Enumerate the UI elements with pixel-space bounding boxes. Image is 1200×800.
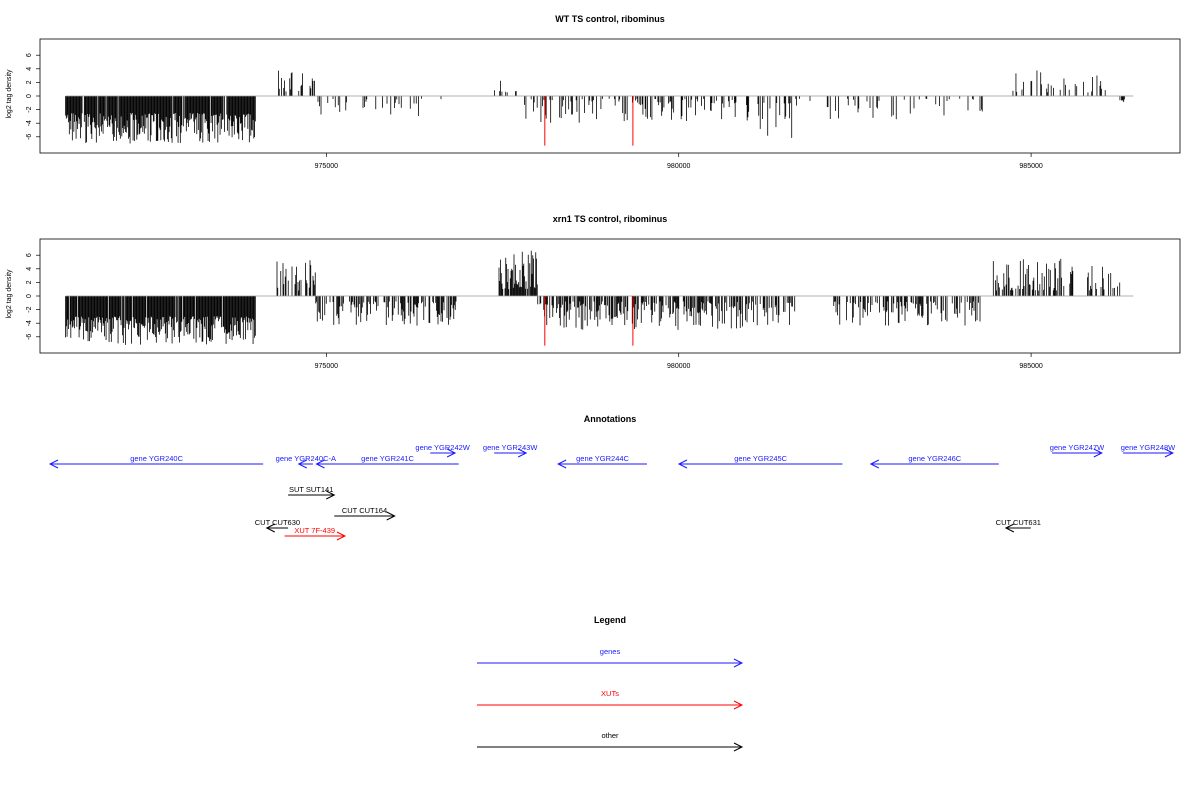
arrowhead-icon (733, 742, 744, 752)
feature-label: gene YGR245C (734, 454, 787, 463)
feature-gene-ygr248w: gene YGR248W (1121, 443, 1176, 458)
xrn1-x-tick-label: 975000 (315, 363, 338, 370)
feature-gene-ygr243w: gene YGR243W (483, 443, 538, 458)
wt-x-tick-label: 980000 (667, 163, 690, 170)
arrowhead-icon (517, 448, 528, 458)
feature-label: gene YGR242W (415, 443, 470, 452)
feature-label: CUT CUT630 (255, 518, 300, 527)
feature-cut-cut164: CUT CUT164 (334, 506, 396, 521)
feature-label: CUT CUT164 (342, 506, 387, 515)
feature-gene-ygr247w: gene YGR247W (1050, 443, 1105, 458)
wt-y-ticks: -6 -4 -2 0 2 4 6 (26, 53, 40, 140)
xrn1-y-ticks: -6 -4 -2 0 2 4 6 (26, 253, 40, 340)
feature-label: gene YGR247W (1050, 443, 1105, 452)
feature-label: CUT CUT631 (996, 518, 1041, 527)
xrn1-x-ticks: 975000 980000 985000 (315, 353, 1043, 370)
annotations-section: Annotations gene YGR240C gene YGR240C-A ge… (48, 414, 1176, 541)
wt-x-tick-label: 985000 (1019, 163, 1042, 170)
legend-item-gene: genes (477, 647, 744, 668)
xrn1-y-tick-label: -2 (26, 306, 33, 312)
arrowhead-icon (869, 459, 880, 469)
feature-label: gene YGR240C (130, 454, 183, 463)
feature-label: gene YGR244C (576, 454, 629, 463)
xrn1-bars (65, 250, 1121, 345)
legend-label: XUTs (601, 689, 619, 698)
feature-gene-ygr240c-a: gene YGR240C-A (276, 454, 336, 469)
legend-item-xut: XUTs (477, 689, 744, 710)
xrn1-y-axis-label: log2 tag density (6, 269, 13, 319)
arrowhead-icon (733, 658, 744, 668)
arrowhead-icon (557, 459, 567, 469)
feature-gene-ygr244c: gene YGR244C (557, 454, 647, 469)
xrn1-y-tick-label: -4 (26, 320, 33, 326)
wt-x-ticks: 975000 980000 985000 (315, 153, 1043, 170)
feature-gene-ygr240c: gene YGR240C (48, 454, 264, 469)
wt-y-axis-label: log2 tag density (6, 69, 13, 119)
wt-y-tick-label: 4 (26, 67, 33, 71)
legend-label: genes (600, 647, 621, 656)
legend-items: genes XUTs other (477, 647, 744, 752)
xrn1-red-markers (544, 296, 634, 346)
wt-y-tick-label: -4 (26, 120, 33, 126)
feature-label: gene YGR243W (483, 443, 538, 452)
wt-y-tick-label: 2 (26, 80, 33, 84)
arrowhead-icon (1004, 523, 1015, 533)
xrn1-y-tick-label: 4 (26, 267, 33, 271)
feature-label: gene YGR246C (908, 454, 961, 463)
xrn1-y-tick-label: 0 (26, 294, 33, 298)
feature-cut-cut631: CUT CUT631 (996, 518, 1041, 533)
legend-title: Legend (594, 615, 626, 625)
arrowhead-icon (315, 459, 325, 469)
wt-y-tick-label: -6 (26, 134, 33, 140)
xrn1-y-tick-label: -6 (26, 334, 33, 340)
arrowhead-icon (1164, 448, 1175, 458)
arrowhead-icon (733, 700, 744, 710)
legend-item-other: other (477, 731, 744, 752)
arrowhead-icon (336, 531, 347, 541)
wt-track-panel: WT TS control, ribominus log2 tag densit… (6, 14, 1181, 170)
feature-gene-ygr245c: gene YGR245C (677, 454, 843, 469)
feature-label: gene YGR241C (361, 454, 414, 463)
xrn1-x-tick-label: 980000 (667, 363, 690, 370)
annotation-features: gene YGR240C gene YGR240C-A gene YGR241Cge… (48, 443, 1176, 541)
feature-label: gene YGR248W (1121, 443, 1176, 452)
wt-panel-title: WT TS control, ribominus (555, 14, 665, 24)
arrowhead-icon (446, 448, 457, 458)
legend-section: Legend genes XUTs other (477, 615, 744, 752)
annotations-title: Annotations (584, 414, 637, 424)
arrowhead-icon (677, 459, 688, 469)
wt-red-markers (544, 96, 634, 146)
arrowhead-icon (1093, 448, 1103, 458)
feature-label: gene YGR240C-A (276, 454, 336, 463)
arrowhead-icon (326, 490, 336, 500)
feature-gene-ygr246c: gene YGR246C (869, 454, 999, 469)
wt-bars (65, 70, 1125, 144)
xrn1-y-tick-label: 2 (26, 280, 33, 284)
xrn1-y-tick-label: 6 (26, 253, 33, 257)
wt-x-tick-label: 975000 (315, 163, 338, 170)
feature-gene-ygr241c: gene YGR241C (315, 454, 459, 469)
xrn1-track-panel: xrn1 TS control, ribominus log2 tag dens… (6, 214, 1181, 370)
wt-y-tick-label: 6 (26, 53, 33, 57)
feature-sut-sut141: SUT SUT141 (288, 485, 336, 500)
feature-xut-7f-439: XUT 7F-439 (284, 526, 347, 541)
xrn1-x-tick-label: 985000 (1019, 363, 1042, 370)
wt-y-tick-label: -2 (26, 106, 33, 112)
feature-label: SUT SUT141 (289, 485, 333, 494)
arrowhead-icon (265, 523, 275, 533)
legend-label: other (601, 731, 619, 740)
wt-y-tick-label: 0 (26, 94, 33, 98)
feature-gene-ygr242w: gene YGR242W (415, 443, 471, 458)
arrowhead-icon (48, 459, 59, 469)
feature-label: XUT 7F-439 (294, 526, 335, 535)
xrn1-panel-title: xrn1 TS control, ribominus (553, 214, 668, 224)
arrowhead-icon (386, 511, 396, 521)
arrowhead-icon (297, 459, 307, 469)
feature-cut-cut630: CUT CUT630 (255, 518, 300, 533)
